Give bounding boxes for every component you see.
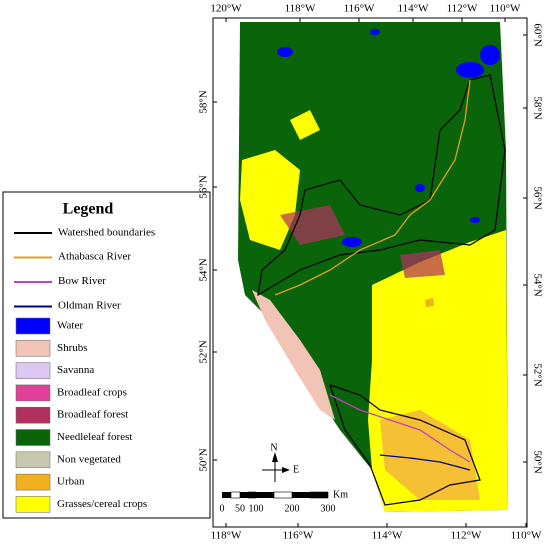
legend-label: Oldman River [58,300,121,312]
legend-swatch [15,429,51,446]
legend-label: Athabasca River [58,251,131,263]
scale-segment [292,492,310,498]
legend-swatch [15,384,51,402]
latitude-label: 58°N [198,90,210,113]
lake [342,237,362,247]
legend-label: Bow River [58,275,106,287]
legend-swatch [15,340,51,357]
legend-label: Broadleaf crops [57,386,127,398]
latitude-label: 56°N [198,175,210,198]
athabasca-river [274,79,471,296]
lake [480,45,500,65]
latitude-label: 54°N [198,258,210,281]
watershed-boundary [329,384,481,506]
legend-label: Broadleaf forest [57,409,128,421]
grassland [290,110,320,140]
legend-swatch [15,451,51,469]
north-arrow-head [282,467,290,473]
legend-label: Watershed boundaries [58,227,155,239]
legend-swatch [15,496,51,513]
legend-title: Legend [63,201,114,218]
watershed-boundary [257,74,506,297]
latitude-label: 50°N [531,450,543,473]
cropland [380,410,480,500]
scale-label: 100 [249,503,264,514]
longitude-label: 110°W [490,3,521,15]
scale-segment [273,491,293,499]
legend-swatch [15,406,51,424]
longitude-label: 112°W [451,530,482,542]
latitude-label: 50°N [198,448,210,471]
scale-segment [247,491,257,499]
longitude-label: 112°W [447,3,478,15]
scale-segment [256,492,274,498]
longitude-label: 118°W [211,530,242,542]
legend-label: Water [57,320,83,332]
lake [277,47,293,57]
legend-label: Urban [57,476,85,488]
scale-segment [309,491,329,499]
north-arrow-head [272,452,278,462]
shrubland [252,290,335,420]
broadleaf [280,205,345,245]
longitude-label: 114°W [398,3,429,15]
lake [370,29,380,35]
legend-swatch [15,362,51,379]
scale-segment [222,492,231,498]
urban [425,298,434,307]
latitude-label: 52°N [531,363,543,386]
latitude-label: 54°N [531,273,543,296]
longitude-label: 116°W [344,3,375,15]
legend-label: Non vegetated [57,453,121,465]
legend-label: Needleleaf forest [57,431,132,443]
latitude-label: 56°N [531,186,543,209]
lake [415,184,425,192]
latitude-label: 52°N [198,340,210,363]
broadleaf [400,250,445,278]
oldman-river [379,454,471,471]
longitude-label: 116°W [283,530,314,542]
scale-unit: Km [333,489,348,500]
latitude-label: 58°N [531,96,543,119]
longitude-label: 114°W [372,530,403,542]
legend-swatch [15,473,51,491]
lake [470,217,480,223]
cropland [380,410,480,500]
legend-swatch [15,317,51,335]
scale-segment [240,492,248,498]
longitude-label: 110°W [511,530,542,542]
land-cover [238,22,508,512]
latitude-label: 60°N [531,23,543,46]
legend-label: Shrubs [57,342,88,354]
legend-label: Savanna [57,364,94,376]
legend-label: Grasses/cereal crops [57,498,147,510]
scale-label: 0 [220,503,225,514]
grassland [240,150,300,250]
longitude-label: 118°W [285,3,316,15]
longitude-label: 120°W [210,3,242,15]
lake [456,62,484,78]
scale-label: 300 [321,503,336,514]
scale-label: 200 [285,503,300,514]
scale-label: 50 [235,503,245,514]
bow-river [329,394,471,463]
east-label: E [293,464,299,475]
scale-segment [230,491,241,499]
north-label: N [270,442,277,453]
